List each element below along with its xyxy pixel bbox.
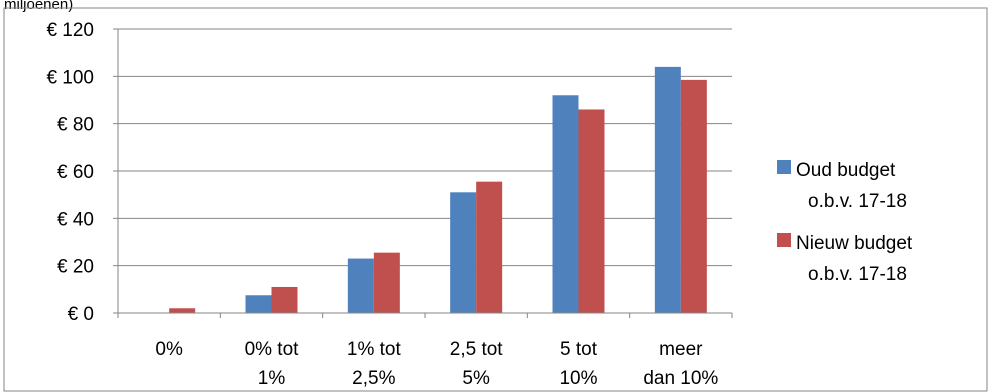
legend-label: Oud budget (796, 160, 896, 181)
x-category-label: 10% (559, 368, 597, 389)
x-category-label: 1% (258, 368, 286, 389)
legend-label: Nieuw budget (796, 233, 913, 254)
bar (271, 286, 298, 313)
legend-label: o.b.v. 17-18 (808, 264, 907, 285)
bar (450, 192, 477, 313)
y-tick-label: € 20 (57, 257, 94, 278)
x-category-label: 5% (462, 368, 490, 389)
bar (552, 95, 579, 314)
bar (680, 79, 707, 313)
x-category-label: 0% (155, 339, 183, 360)
legend-swatch (777, 160, 791, 174)
y-tick-label: € 0 (68, 304, 94, 325)
y-tick-label: € 120 (46, 20, 94, 41)
bar (578, 109, 605, 313)
x-category-label: 1% tot (347, 339, 402, 360)
y-tick-label: € 40 (57, 209, 94, 230)
bar (245, 295, 272, 313)
bar (373, 252, 400, 313)
bars (169, 66, 707, 314)
x-category-label: 0% tot (245, 339, 300, 360)
x-category-label: 2,5 tot (450, 339, 504, 360)
x-category-label: 5 tot (560, 339, 598, 360)
bar (347, 258, 374, 313)
legend: Oud budget o.b.v. 17-18 Nieuw budget o.b.v.… (777, 160, 913, 285)
y-tick-label: € 60 (57, 162, 94, 183)
x-category-label: 2,5% (352, 368, 395, 389)
legend-swatch (777, 233, 791, 247)
x-axis-categories: 0% 0% tot 1% 1% tot 2,5% 2,5 tot 5% 5 tot 10% mee… (155, 339, 718, 389)
y-tick-label: € 80 (57, 115, 94, 136)
bar (476, 181, 503, 313)
chart-border (3, 7, 988, 392)
chart-title-fragment: miljoenen) (4, 0, 73, 13)
x-category-label: dan 10% (643, 368, 718, 389)
gridlines (118, 28, 732, 267)
x-category-label: meer (659, 339, 703, 360)
bar (654, 66, 681, 313)
axes (117, 29, 733, 318)
y-axis-ticks: € 0 € 20 € 40 € 60 € 80 € 100 € 120 (46, 20, 118, 325)
legend-label: o.b.v. 17-18 (808, 191, 907, 212)
y-tick-label: € 100 (46, 67, 94, 88)
bar (169, 308, 196, 313)
